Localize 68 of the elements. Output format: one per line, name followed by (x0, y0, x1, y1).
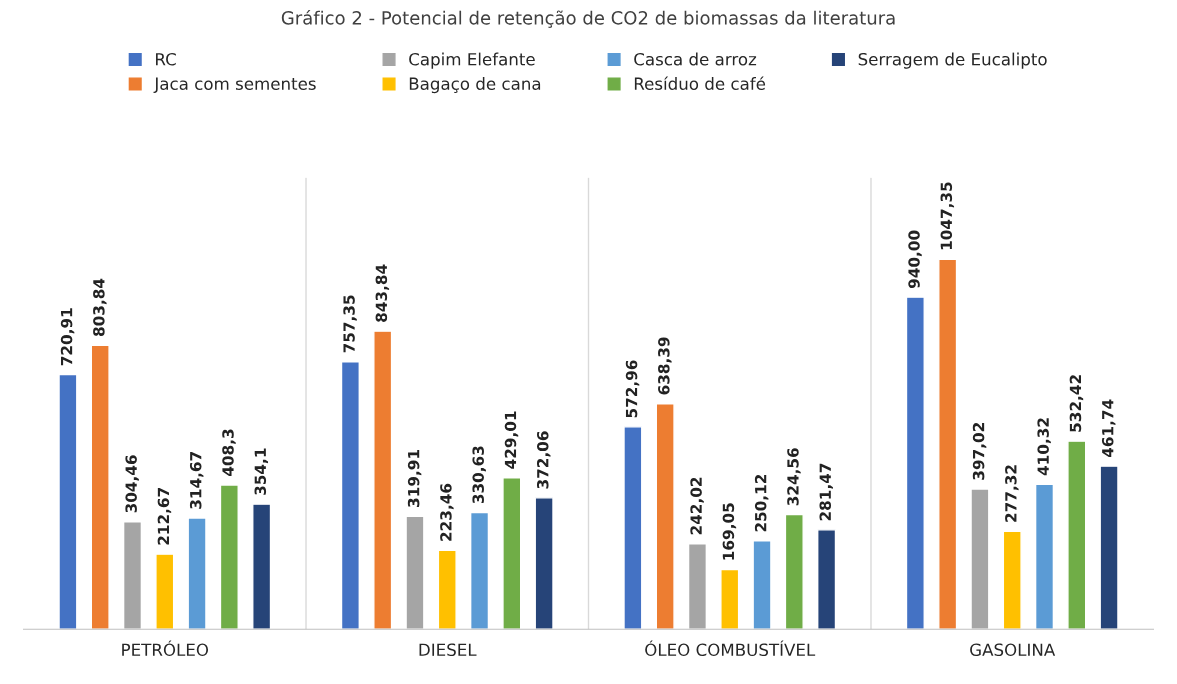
bar (1034, 483, 1055, 630)
data-label: 314,67 (189, 452, 204, 509)
data-label: 223,46 (440, 483, 454, 541)
bar (655, 403, 675, 630)
bar (1002, 530, 1022, 630)
data-label: 169,05 (722, 503, 737, 560)
bar (219, 484, 239, 630)
data-label: 330,63 (472, 446, 486, 504)
bar (252, 503, 272, 630)
legend-label: Capim Elefante (409, 52, 535, 69)
bar (90, 344, 110, 630)
data-label: 304,46 (125, 455, 139, 513)
data-label: 319,91 (407, 450, 422, 507)
data-label: 324,56 (787, 448, 801, 506)
x-tick-label: DIESEL (419, 643, 477, 657)
data-label: 242,02 (690, 477, 704, 535)
bar (720, 568, 740, 630)
bar (1067, 440, 1087, 630)
bar (1099, 465, 1119, 630)
data-label: 638,39 (658, 337, 672, 395)
bar (752, 540, 772, 630)
chart-title: Gráfico 2 - Potencial de retenção de CO2 de biomassas da literatura (281, 9, 895, 28)
data-label: 408,3 (222, 429, 236, 477)
data-label: 461,74 (1101, 399, 1116, 458)
bar (687, 543, 708, 630)
data-label: 940,00 (908, 230, 922, 289)
data-label: 532,42 (1069, 375, 1084, 432)
bar (970, 488, 990, 630)
bar (623, 426, 643, 630)
bar (405, 515, 425, 630)
data-label: 397,02 (972, 423, 987, 480)
bar (817, 529, 837, 630)
bar (784, 513, 804, 630)
data-label: 277,32 (1005, 465, 1019, 522)
legend-label: RC (156, 52, 176, 66)
data-label: 372,06 (536, 431, 551, 489)
bar (469, 511, 490, 630)
bar (155, 553, 175, 630)
legend-label: Jaca com sementes (153, 77, 316, 94)
data-label: 410,32 (1037, 418, 1051, 476)
bar (58, 373, 78, 630)
bar (340, 361, 360, 630)
data-label: 1047,35 (940, 182, 955, 250)
legend-label: Bagaço de cana (409, 77, 541, 94)
bar (187, 517, 207, 630)
data-label: 429,01 (504, 411, 519, 469)
data-label: 803,84 (93, 278, 107, 337)
data-label: 250,12 (754, 474, 769, 532)
legend-label: Serragem de Eucalipto (858, 52, 1047, 69)
legend-label: Resíduo de café (634, 76, 766, 90)
data-label: 354,1 (254, 448, 269, 495)
x-tick-label: GASOLINA (970, 643, 1056, 657)
bar (534, 497, 554, 630)
data-label: 212,67 (157, 488, 172, 545)
bar (373, 330, 393, 630)
x-tick-label: PETRÓLEO (122, 640, 209, 657)
data-label: 281,47 (819, 463, 833, 521)
bar (905, 296, 925, 630)
legend-label: Casca de arroz (634, 52, 757, 66)
data-label: 757,35 (343, 295, 357, 353)
bar (938, 258, 958, 630)
data-label: 572,96 (625, 360, 640, 418)
bar (437, 549, 457, 630)
bar (122, 521, 143, 630)
x-tick-label: ÓLEO COMBUSTÍVEL (645, 640, 816, 657)
data-label: 720,91 (60, 308, 75, 366)
data-label: 843,84 (375, 264, 390, 322)
bar (502, 477, 522, 630)
